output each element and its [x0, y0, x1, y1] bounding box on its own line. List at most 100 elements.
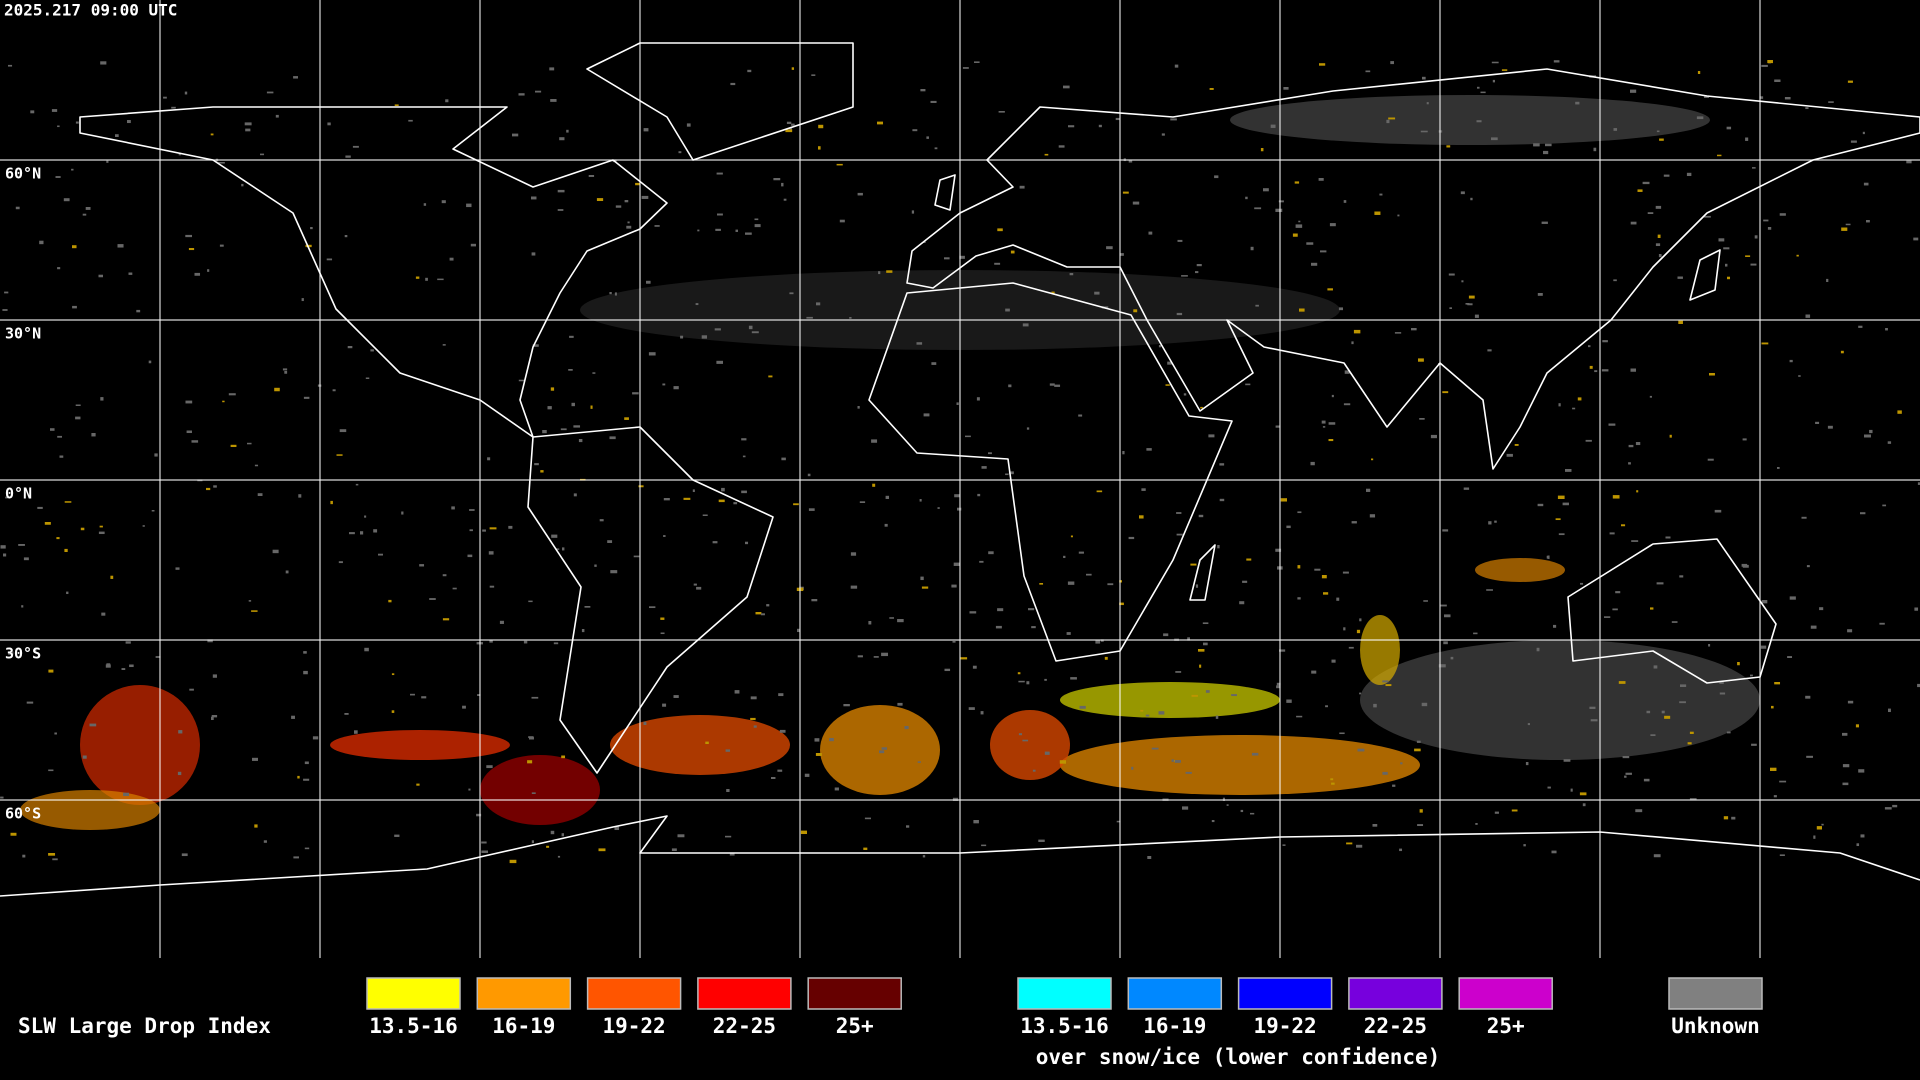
cloud-speck [18, 544, 25, 546]
cloud-speck [1491, 137, 1498, 141]
cloud-speck [725, 835, 732, 838]
cloud-speck [834, 787, 839, 791]
cloud-speck [528, 600, 533, 603]
cloud-speck [1864, 434, 1871, 438]
cloud-speck [1226, 804, 1229, 806]
cloud-speck [1336, 597, 1340, 601]
cloud-speck [66, 591, 69, 595]
cloud-speck [1032, 769, 1036, 772]
cloud-region [820, 705, 940, 795]
cloud-speck [1191, 694, 1198, 697]
cloud-speck [754, 218, 759, 221]
cloud-speck [1298, 220, 1301, 223]
latitude-label: 30°S [5, 645, 41, 663]
cloud-speck [885, 495, 890, 499]
cloud-speck [1635, 442, 1641, 446]
cloud-speck [897, 619, 904, 623]
cloud-speck [1589, 706, 1596, 709]
cloud-speck [1460, 191, 1465, 195]
cloud-speck [1170, 118, 1177, 121]
cloud-speck [1525, 762, 1529, 766]
cloud-speck [649, 606, 656, 609]
cloud-speck [1761, 342, 1769, 345]
cloud-speck [1879, 622, 1885, 625]
cloud-speck [1737, 662, 1740, 666]
cloud-speck [489, 527, 497, 530]
cloud-region [1475, 558, 1565, 582]
cloud-speck [965, 435, 971, 438]
cloud-speck [245, 128, 251, 132]
cloud-speck [1717, 154, 1722, 157]
cloud-speck [1805, 107, 1809, 110]
cloud-speck [1643, 778, 1650, 782]
cloud-speck [1609, 532, 1615, 535]
cloud-speck [185, 400, 193, 404]
cloud-speck [1585, 439, 1592, 442]
cloud-speck [1704, 95, 1710, 98]
cloud-speck [1494, 811, 1499, 814]
cloud-speck [1176, 533, 1183, 536]
cloud-speck [282, 368, 288, 371]
cloud-speck [1726, 126, 1732, 130]
cloud-speck [191, 440, 199, 443]
legend-label: 16-19 [1143, 1014, 1206, 1038]
cloud-speck [1063, 555, 1066, 559]
cloud-speck [912, 129, 918, 132]
cloud-speck [1330, 778, 1334, 781]
cloud-speck [729, 853, 735, 856]
cloud-speck [1664, 715, 1671, 719]
cloud-speck [1501, 69, 1508, 71]
cloud-speck [298, 494, 302, 498]
cloud-region [610, 715, 790, 775]
cloud-speck [1196, 264, 1202, 267]
cloud-speck [1372, 824, 1378, 827]
cloud-speck [755, 612, 762, 615]
cloud-speck [352, 145, 359, 148]
cloud-speck [39, 240, 44, 245]
cloud-speck [64, 501, 72, 503]
cloud-region [80, 685, 200, 805]
cloud-speck [677, 834, 685, 838]
cloud-speck [154, 453, 158, 457]
cloud-speck [512, 133, 519, 137]
cloud-speck [609, 436, 616, 440]
cloud-speck [660, 617, 665, 620]
cloud-speck [1158, 345, 1162, 348]
cloud-speck [1026, 427, 1030, 430]
cloud-speck [1789, 596, 1796, 600]
cloud-speck [1346, 842, 1353, 845]
cloud-speck [327, 122, 331, 126]
cloud-speck [1779, 780, 1787, 783]
cloud-speck [129, 664, 134, 668]
cloud-speck [1840, 350, 1844, 354]
cloud-speck [627, 221, 630, 224]
cloud-speck [1158, 711, 1165, 715]
cloud-speck [1311, 262, 1318, 266]
cloud-speck [523, 640, 528, 644]
cloud-speck [1418, 358, 1424, 362]
cloud-speck [673, 695, 679, 698]
cloud-speck [1810, 625, 1817, 629]
cloud-speck [1070, 677, 1077, 680]
cloud-speck [365, 377, 370, 380]
cloud-speck [773, 178, 781, 181]
cloud-speck [911, 210, 915, 214]
cloud-speck [1022, 323, 1029, 327]
cloud-speck [648, 352, 656, 356]
cloud-speck [1689, 731, 1694, 734]
cloud-speck [592, 372, 596, 374]
cloud-speck [1068, 125, 1075, 128]
cloud-speck [1382, 680, 1389, 683]
cloud-speck [1348, 646, 1354, 649]
cloud-speck [5, 496, 10, 499]
cloud-speck [1280, 498, 1288, 502]
latitude-label: 60°S [5, 805, 41, 823]
cloud-speck [531, 696, 539, 699]
cloud-speck [48, 669, 54, 673]
cloud-speck [578, 439, 583, 443]
cloud-speck [1767, 227, 1772, 230]
cloud-speck [1343, 627, 1346, 631]
legend-swatch [697, 977, 792, 1010]
cloud-speck [926, 136, 929, 139]
cloud-speck [1086, 573, 1092, 576]
